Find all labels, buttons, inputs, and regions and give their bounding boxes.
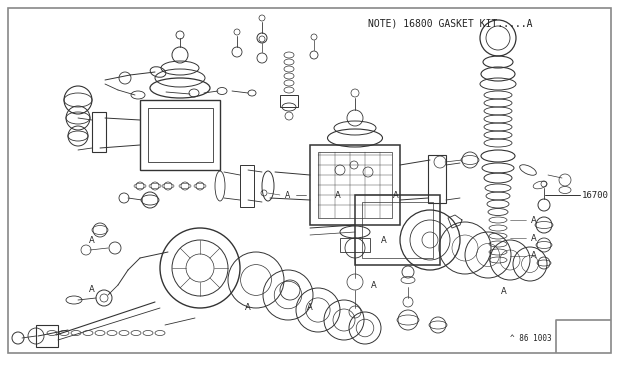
Bar <box>355 195 440 265</box>
Bar <box>318 152 392 218</box>
Bar <box>310 145 400 225</box>
Text: A: A <box>89 285 95 295</box>
Bar <box>36 325 58 347</box>
Text: A: A <box>307 304 313 312</box>
Text: A: A <box>285 190 291 199</box>
Bar <box>240 165 254 207</box>
Bar <box>92 112 106 152</box>
Text: A: A <box>371 280 377 289</box>
Text: A: A <box>335 190 341 199</box>
Text: 16700: 16700 <box>582 190 609 199</box>
Text: A: A <box>531 234 537 243</box>
Text: A: A <box>501 288 507 296</box>
Bar <box>340 238 370 252</box>
Bar <box>428 155 446 203</box>
Text: A: A <box>245 304 251 312</box>
Bar <box>140 100 220 170</box>
Text: ^ 86 1003: ^ 86 1003 <box>510 334 552 343</box>
Text: A: A <box>89 235 95 244</box>
Bar <box>148 108 213 162</box>
Text: A: A <box>531 251 537 260</box>
Bar <box>362 202 433 258</box>
Text: A: A <box>531 215 537 224</box>
Text: NOTE) 16800 GASKET KIT.....A: NOTE) 16800 GASKET KIT.....A <box>368 18 532 28</box>
Text: A: A <box>381 235 387 244</box>
Text: A: A <box>393 190 399 199</box>
Bar <box>280 95 298 107</box>
